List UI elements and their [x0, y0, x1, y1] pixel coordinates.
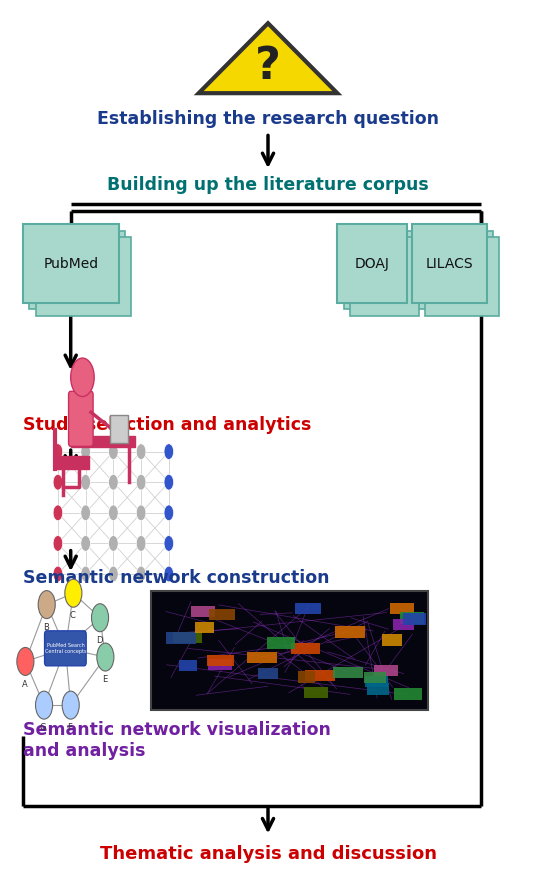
- Circle shape: [62, 691, 79, 719]
- Circle shape: [136, 536, 146, 552]
- FancyBboxPatch shape: [295, 602, 322, 614]
- FancyBboxPatch shape: [23, 225, 118, 303]
- FancyBboxPatch shape: [297, 672, 315, 683]
- Text: Study selection and analytics: Study selection and analytics: [23, 417, 311, 434]
- FancyBboxPatch shape: [306, 669, 335, 681]
- Text: DOAJ: DOAJ: [354, 257, 390, 271]
- Circle shape: [81, 567, 91, 581]
- Circle shape: [53, 444, 63, 460]
- FancyBboxPatch shape: [419, 231, 493, 310]
- Circle shape: [136, 474, 146, 490]
- Circle shape: [97, 643, 114, 671]
- Circle shape: [81, 536, 91, 552]
- Circle shape: [109, 505, 118, 521]
- Text: G: G: [40, 724, 46, 732]
- Circle shape: [109, 474, 118, 490]
- Circle shape: [164, 474, 174, 490]
- FancyBboxPatch shape: [350, 237, 420, 316]
- Text: ?: ?: [255, 45, 281, 88]
- FancyBboxPatch shape: [29, 231, 125, 310]
- FancyBboxPatch shape: [44, 631, 86, 666]
- FancyBboxPatch shape: [303, 687, 329, 698]
- FancyBboxPatch shape: [209, 609, 235, 620]
- FancyBboxPatch shape: [400, 612, 425, 624]
- FancyBboxPatch shape: [382, 634, 401, 645]
- Text: B: B: [43, 623, 49, 631]
- Circle shape: [53, 474, 63, 490]
- Text: LILACS: LILACS: [426, 257, 473, 271]
- Text: Building up the literature corpus: Building up the literature corpus: [107, 176, 429, 194]
- Circle shape: [38, 590, 55, 618]
- Circle shape: [53, 505, 63, 521]
- FancyBboxPatch shape: [191, 606, 215, 617]
- Text: A: A: [21, 680, 27, 688]
- Circle shape: [109, 444, 118, 460]
- Text: D: D: [96, 636, 102, 645]
- Text: Semantic network construction: Semantic network construction: [23, 569, 329, 588]
- Circle shape: [81, 444, 91, 460]
- Circle shape: [17, 647, 34, 675]
- FancyBboxPatch shape: [367, 683, 389, 695]
- FancyBboxPatch shape: [55, 456, 90, 469]
- FancyBboxPatch shape: [404, 613, 426, 624]
- Circle shape: [53, 567, 63, 581]
- FancyBboxPatch shape: [258, 667, 278, 679]
- Circle shape: [92, 603, 109, 631]
- FancyBboxPatch shape: [151, 591, 428, 709]
- Circle shape: [35, 691, 53, 719]
- FancyBboxPatch shape: [333, 667, 363, 678]
- FancyBboxPatch shape: [425, 237, 500, 316]
- Circle shape: [71, 358, 94, 396]
- FancyBboxPatch shape: [390, 602, 414, 614]
- Circle shape: [65, 579, 82, 607]
- Circle shape: [81, 474, 91, 490]
- FancyBboxPatch shape: [364, 672, 386, 683]
- Circle shape: [164, 536, 174, 552]
- Text: E: E: [102, 675, 107, 684]
- Circle shape: [164, 444, 174, 460]
- FancyBboxPatch shape: [71, 436, 135, 447]
- FancyBboxPatch shape: [167, 632, 196, 644]
- Circle shape: [136, 567, 146, 581]
- Text: C: C: [69, 611, 75, 620]
- FancyBboxPatch shape: [344, 231, 413, 310]
- FancyBboxPatch shape: [393, 619, 414, 631]
- Text: Semantic network visualization
and analysis: Semantic network visualization and analy…: [23, 721, 331, 759]
- FancyBboxPatch shape: [69, 391, 93, 446]
- Circle shape: [109, 567, 118, 581]
- Circle shape: [81, 505, 91, 521]
- FancyBboxPatch shape: [394, 688, 422, 700]
- FancyBboxPatch shape: [267, 638, 295, 649]
- Text: PubMed Search
Central concepts: PubMed Search Central concepts: [44, 643, 86, 653]
- Circle shape: [109, 536, 118, 552]
- FancyBboxPatch shape: [365, 676, 388, 688]
- Circle shape: [53, 536, 63, 552]
- FancyBboxPatch shape: [195, 622, 214, 633]
- FancyBboxPatch shape: [247, 652, 277, 663]
- Circle shape: [136, 444, 146, 460]
- FancyBboxPatch shape: [110, 415, 128, 443]
- FancyBboxPatch shape: [178, 660, 197, 671]
- FancyBboxPatch shape: [207, 654, 234, 666]
- Circle shape: [164, 567, 174, 581]
- Text: Thematic analysis and discussion: Thematic analysis and discussion: [100, 845, 436, 863]
- FancyBboxPatch shape: [412, 225, 487, 303]
- FancyBboxPatch shape: [291, 643, 319, 654]
- FancyBboxPatch shape: [374, 665, 398, 676]
- FancyBboxPatch shape: [337, 225, 407, 303]
- Text: F: F: [67, 724, 72, 732]
- FancyBboxPatch shape: [209, 659, 232, 670]
- Text: PubMed: PubMed: [43, 257, 98, 271]
- Circle shape: [164, 505, 174, 521]
- FancyBboxPatch shape: [174, 632, 202, 644]
- Polygon shape: [199, 24, 337, 93]
- FancyBboxPatch shape: [35, 237, 131, 316]
- Circle shape: [136, 505, 146, 521]
- Text: Establishing the research question: Establishing the research question: [97, 111, 439, 128]
- FancyBboxPatch shape: [335, 626, 366, 638]
